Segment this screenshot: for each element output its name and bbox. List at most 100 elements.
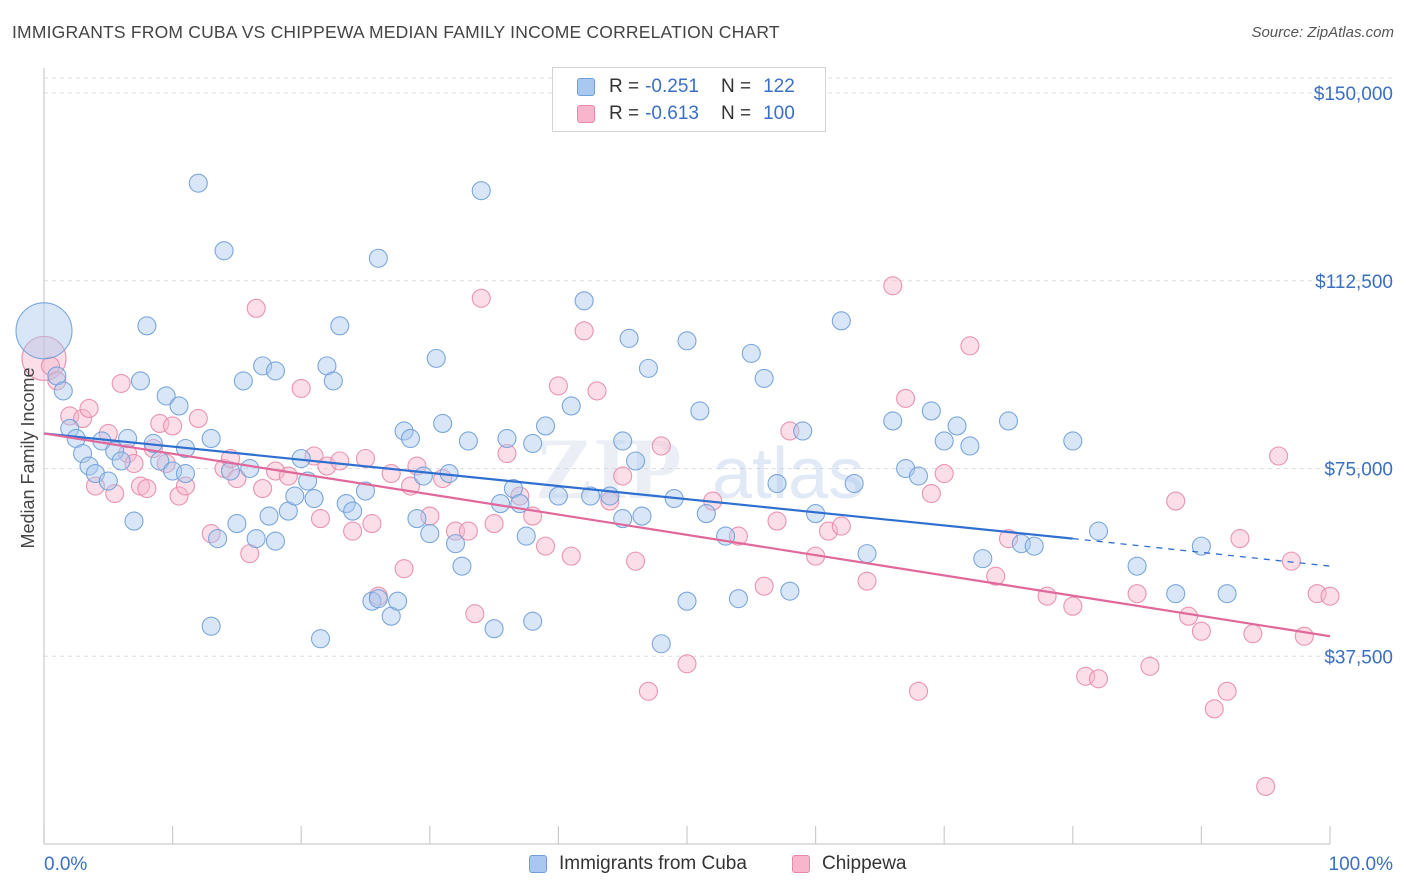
y-tick-label: $75,000 [1324,460,1393,481]
cuba-point [323,371,343,391]
chippewa-point [47,371,67,391]
cuba-point [831,311,851,331]
legend-row-chippewa: R = -0.613 N = 100 [577,101,795,127]
watermark-atlas: atlas [712,434,864,514]
chippewa-point [73,408,93,429]
cuba-point [883,411,903,431]
cuba-point [53,381,73,401]
chippewa-point [613,466,633,486]
chippewa-point [1127,584,1147,604]
chippewa-trendline [43,432,1331,638]
cuba-point [188,173,208,193]
cuba-point [638,358,658,378]
chippewa-point [1204,699,1224,719]
grid-layer [44,77,1395,657]
cuba-point [343,501,363,521]
chippewa-point [754,576,774,596]
chippewa-point [638,681,658,701]
cuba-point [73,443,93,464]
cuba-point [124,511,144,531]
chippewa-point [471,288,491,308]
cuba-trendline [43,432,1073,540]
cuba-point [535,416,556,436]
chippewa-point [1281,551,1301,571]
y-tick-label: $37,500 [1324,647,1393,668]
cuba-point [561,396,581,416]
cuba-point [1191,536,1211,556]
chippewa-point [169,486,189,506]
cuba-point [1063,431,1083,451]
cuba-point [497,428,517,449]
chippewa-point [1166,491,1186,511]
y-tick-label: $112,500 [1315,272,1393,293]
chippewa-point [1294,626,1314,646]
chippewa-point [921,483,941,504]
cuba-point [523,433,543,454]
chippewa-point [883,276,903,296]
cuba-point [156,386,176,406]
chippewa-point [1217,681,1237,701]
cuba-point [15,302,73,360]
cuba-point [246,529,266,549]
legend-r-label: R = [609,76,640,97]
chippewa-point [986,566,1006,586]
cuba-point [137,316,157,336]
chippewa-point [227,468,247,489]
cuba-point [580,486,601,506]
cuba-point [677,591,697,611]
y-tick-label: $150,000 [1314,84,1393,105]
cuba-point [754,368,774,388]
chippewa-point [831,516,851,536]
legend-r-value: -0.251 [645,76,699,97]
cuba-point [368,589,388,609]
y-axis-title: Median Family Income [18,367,38,548]
cuba-point [368,248,388,268]
chippewa-point [934,463,954,484]
legend-r-value: -0.613 [645,103,699,124]
chippewa-point [998,529,1019,549]
cuba-point [169,396,189,416]
legend-r-label: R = [609,103,640,124]
cuba-point [400,428,421,449]
cuba-point [407,509,427,529]
cuba-point [619,328,639,348]
chippewa-point [1256,776,1276,796]
cuba-point [265,531,286,551]
chippewa-point [355,448,376,469]
chippewa-point [246,298,266,318]
cuba-point [1088,521,1109,541]
cuba-point [458,431,478,451]
cuba-point [445,534,466,554]
chippewa-point [574,321,594,341]
cuba-point [690,401,710,421]
axis-layer [43,68,1331,845]
cuba-point [960,436,980,456]
legend-n-value: 122 [763,76,795,97]
cuba-point [1127,556,1147,576]
chippewa-point [896,388,916,408]
chippewa-point [960,336,980,356]
cuba-point [767,473,787,494]
cuba-point [130,371,150,391]
cuba-point [921,401,941,421]
cuba-point [175,463,196,484]
chippewa-point [394,559,414,579]
cuba-point [908,466,929,486]
bottom-legend-swatch-chippewa [792,855,810,873]
cuba-point [471,181,491,201]
cuba-point [330,316,350,336]
legend-n-label: N = [720,76,752,97]
chippewa-point [1269,446,1289,466]
cuba-point [394,421,414,441]
x-tick-label: 0.0% [44,854,87,875]
chippewa-point [201,524,221,544]
cuba-point [632,506,652,526]
bottom-legend-cuba: Immigrants from Cuba [529,851,747,877]
chippewa-point [908,681,929,701]
chippewa-point [1178,606,1199,626]
label-layer: $150,000 $112,500 $75,000 $37,500 0.0% 100.0%… [18,84,1393,875]
cuba-point [973,549,993,569]
legend-n-label: N = [720,103,752,124]
cuba-point [696,504,716,524]
